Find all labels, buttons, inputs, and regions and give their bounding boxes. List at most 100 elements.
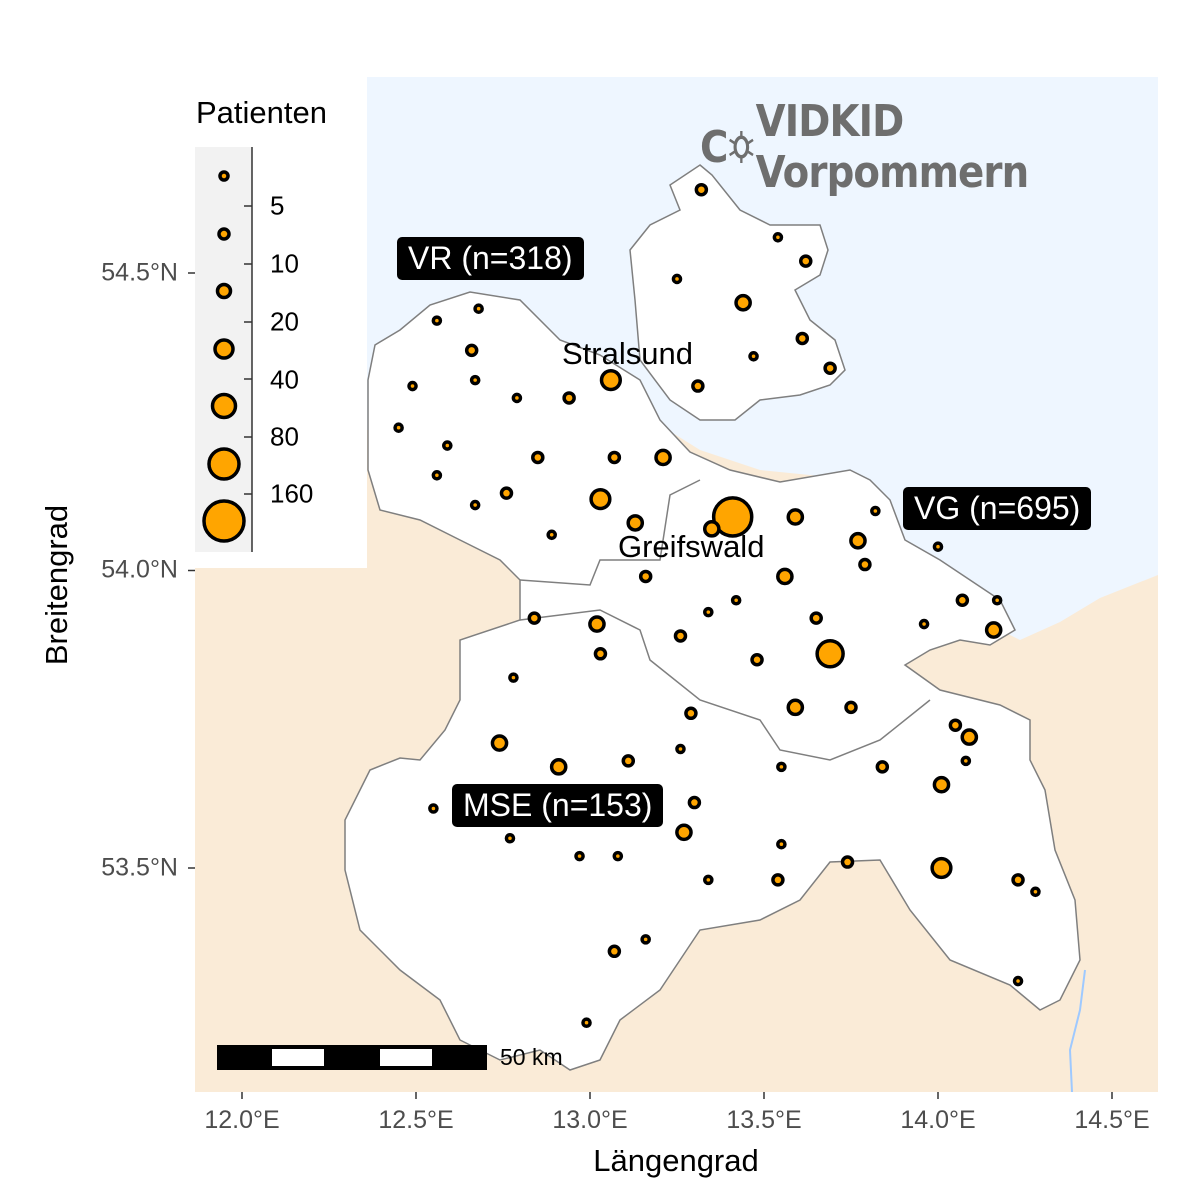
legend-label: 20 (270, 306, 299, 337)
patient-point (574, 850, 585, 862)
patient-point (640, 934, 651, 945)
patient-point (626, 514, 645, 532)
legend-circle (215, 282, 233, 300)
patient-point (960, 755, 972, 767)
patient-point (428, 803, 439, 814)
patient-point (702, 520, 721, 538)
patient-point (431, 470, 443, 481)
x-tick-label: 13.5°E (726, 1106, 802, 1134)
patient-point (654, 448, 672, 467)
title-rest: VIDKID Vorpommern (755, 96, 1030, 198)
patient-point (407, 380, 418, 392)
patient-point (948, 718, 963, 732)
virus-icon (729, 131, 754, 163)
patient-point (960, 728, 979, 746)
patient-point (786, 508, 805, 526)
patient-point (840, 855, 855, 869)
scale-bar-label: 50 km (500, 1044, 563, 1070)
y-axis-title: Breitengrad (39, 504, 74, 666)
patient-point (776, 838, 787, 850)
patient-point (675, 743, 686, 755)
patient-point (593, 647, 608, 661)
patient-point (546, 529, 558, 541)
patient-point (621, 754, 636, 768)
patient-point (748, 351, 759, 362)
patient-point (815, 639, 845, 669)
patient-point (694, 182, 709, 197)
patient-point (675, 823, 693, 842)
patient-point (844, 700, 858, 715)
patient-point (823, 361, 837, 375)
patient-point (932, 775, 951, 794)
title-prefix: C (700, 121, 728, 173)
patient-point (849, 531, 867, 550)
patient-point (473, 303, 484, 314)
patient-point (918, 618, 930, 630)
patient-point (607, 450, 622, 465)
legend-circle (217, 227, 231, 241)
district-label-vg: VG (n=695) (903, 487, 1092, 530)
patient-point (691, 379, 705, 393)
patient-point (431, 315, 443, 326)
river (1068, 969, 1086, 1093)
patient-point (750, 653, 764, 667)
legend-circle (202, 499, 246, 543)
patient-point (511, 392, 523, 404)
legend-label: 10 (270, 248, 299, 279)
x-tick-label: 13.0°E (552, 1106, 628, 1134)
x-tick-label: 14.0°E (900, 1106, 976, 1134)
patient-point (730, 594, 742, 606)
x-tick-label: 12.5°E (378, 1106, 454, 1134)
x-tick-label: 14.5°E (1074, 1106, 1150, 1134)
patient-point (469, 374, 481, 386)
patient-point (870, 505, 881, 517)
patient-point (588, 615, 606, 633)
patient-point (932, 541, 944, 552)
patient-point (875, 760, 890, 774)
x-tick-label: 12.0°E (204, 1106, 280, 1134)
patient-point (776, 567, 794, 586)
patient-point (527, 611, 542, 625)
patient-point (991, 594, 1003, 606)
legend-keys (195, 147, 253, 552)
patient-point (469, 499, 481, 511)
patient-point (703, 606, 714, 618)
city-label-stralsund: Stralsund (562, 336, 693, 371)
patient-point (795, 331, 810, 346)
region-mainland (344, 291, 1081, 1071)
patient-point (858, 557, 872, 572)
patient-point (562, 391, 576, 405)
y-tick-label: 54.0°N (101, 555, 178, 584)
x-axis-title: Längengrad (593, 1143, 759, 1178)
legend-symbols (202, 147, 253, 552)
patient-point (786, 698, 805, 717)
legend-label: 40 (270, 364, 299, 395)
patient-point (549, 758, 568, 776)
patient-point (504, 832, 516, 844)
legend-circle (218, 170, 230, 182)
patient-point (393, 422, 404, 433)
patient-point (671, 273, 683, 285)
patient-point (984, 621, 1003, 639)
patient-point (607, 944, 622, 959)
patient-point (599, 368, 622, 392)
patient-point (490, 734, 509, 752)
legend-circle (210, 392, 238, 420)
patient-point (930, 856, 953, 880)
legend-label: 80 (270, 421, 299, 452)
patient-point (703, 874, 714, 886)
patient-point (531, 450, 545, 465)
patient-point (1012, 975, 1024, 987)
patient-point (464, 343, 479, 358)
patient-point (442, 440, 453, 451)
legend-circle (207, 447, 241, 481)
patient-point (1011, 873, 1025, 887)
legend-label: 5 (270, 190, 285, 221)
patient-point (581, 1017, 592, 1028)
patient-point (1030, 886, 1041, 898)
patient-point (687, 795, 702, 810)
patient-point (499, 486, 514, 500)
patient-point (776, 761, 787, 773)
patient-point (612, 850, 624, 862)
district-border (519, 609, 931, 761)
